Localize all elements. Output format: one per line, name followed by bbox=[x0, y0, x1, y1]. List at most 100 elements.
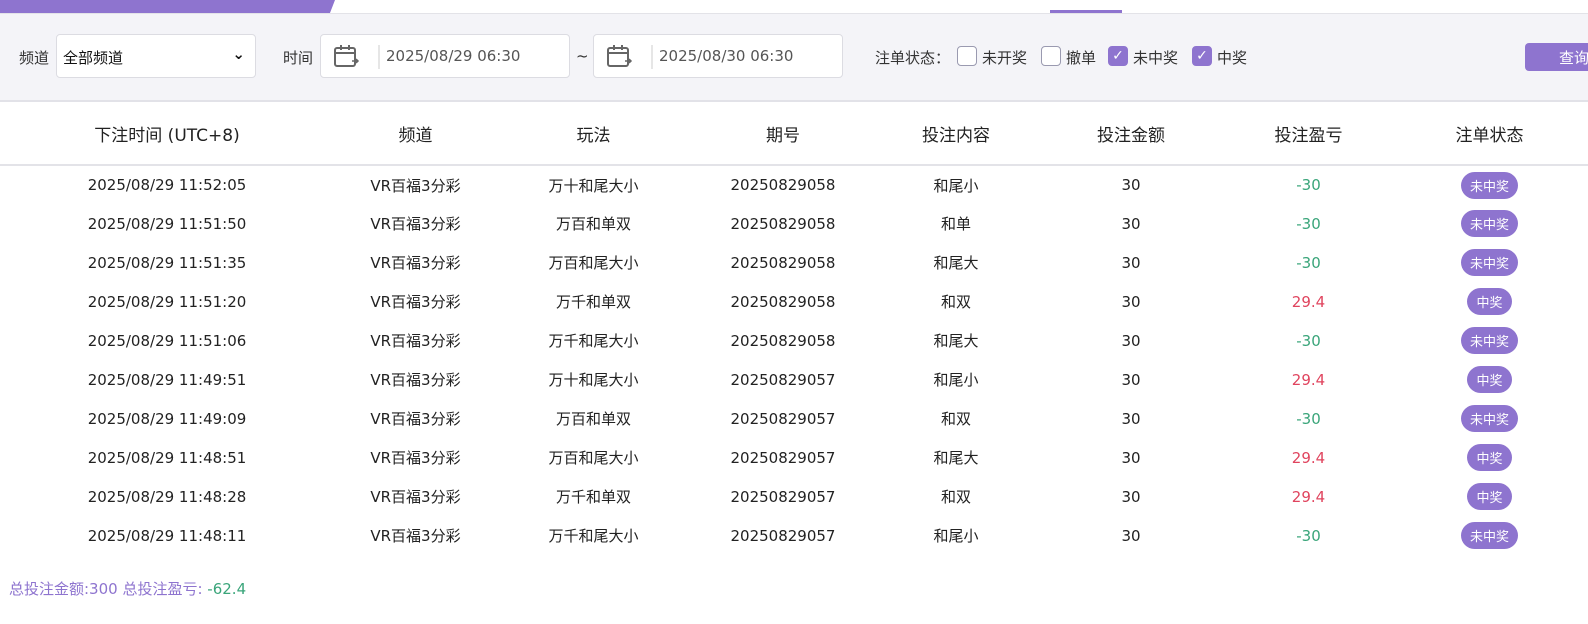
column-header-bet-status: 注单状态 bbox=[1391, 103, 1588, 166]
cell-bet-status: 中奖 bbox=[1391, 438, 1588, 477]
cell-bet-amount: 30 bbox=[1121, 448, 1141, 467]
top-nav bbox=[0, 0, 1588, 14]
checkbox-cancelled[interactable] bbox=[1041, 46, 1061, 66]
chevron-down-icon: ⌄ bbox=[232, 45, 245, 63]
status-badge: 未中奖 bbox=[1460, 249, 1518, 276]
cell-bet-status: 未中奖 bbox=[1391, 165, 1588, 204]
cell-bet-amount: 30 bbox=[1121, 214, 1141, 233]
table-row: 2025/08/29 11:51:20 VR百福3分彩 万千和单双 202508290… bbox=[0, 282, 1588, 321]
cell-bet-content: 和双 bbox=[940, 488, 971, 506]
cell-bet-time: 2025/08/29 11:48:11 bbox=[87, 526, 247, 545]
cell-bet-time: 2025/08/29 11:49:51 bbox=[87, 370, 247, 389]
channel-select[interactable]: 全部频道 ⌄ bbox=[56, 34, 256, 78]
table-header: 下注时间 (UTC+8) 频道 玩法 期号 投注内容 投注金额 投注盈亏 注单状态 bbox=[0, 103, 1588, 166]
query-button[interactable]: 查询 bbox=[1525, 43, 1588, 71]
cell-play-type: 万百和尾大小 bbox=[548, 449, 639, 467]
summary-profit: -62.4 bbox=[207, 580, 247, 598]
column-header-profit-loss: 投注盈亏 bbox=[1226, 103, 1391, 166]
cell-bet-content: 和尾小 bbox=[933, 176, 979, 195]
calendar-icon bbox=[334, 45, 360, 67]
cell-bet-time: 2025/08/29 11:52:05 bbox=[87, 176, 247, 194]
cell-bet-status: 未中奖 bbox=[1391, 204, 1588, 243]
table-row: 2025/08/29 11:51:06 VR百福3分彩 万千和尾大小 20250829… bbox=[0, 321, 1588, 360]
cell-profit-loss: 29.4 bbox=[1291, 292, 1326, 311]
status-cancelled-label[interactable]: 撤单 bbox=[1066, 49, 1097, 67]
cell-bet-content: 和尾大 bbox=[933, 449, 979, 467]
cell-bet-content: 和单 bbox=[940, 215, 971, 233]
status-won-label[interactable]: 中奖 bbox=[1217, 49, 1248, 67]
status-badge: 中奖 bbox=[1467, 366, 1512, 393]
cell-play-type: 万千和尾大小 bbox=[548, 332, 639, 350]
table-row: 2025/08/29 11:48:28 VR百福3分彩 万千和单双 202508290… bbox=[0, 477, 1588, 516]
status-badge: 中奖 bbox=[1467, 483, 1512, 510]
cell-bet-content: 和尾小 bbox=[933, 371, 979, 389]
cell-bet-status: 未中奖 bbox=[1391, 516, 1588, 555]
tab-indicator bbox=[1050, 10, 1122, 13]
cell-play-type: 万百和单双 bbox=[555, 215, 631, 233]
cell-issue-number: 20250829057 bbox=[730, 409, 836, 428]
cell-channel: VR百福3分彩 bbox=[370, 176, 461, 195]
status-badge: 中奖 bbox=[1467, 444, 1512, 471]
table-row: 2025/08/29 11:51:35 VR百福3分彩 万百和尾大小 20250829… bbox=[0, 243, 1588, 282]
range-separator: ~ bbox=[576, 47, 589, 65]
cell-channel: VR百福3分彩 bbox=[370, 215, 461, 233]
cell-issue-number: 20250829058 bbox=[730, 253, 836, 272]
cell-bet-amount: 30 bbox=[1121, 253, 1141, 272]
status-lost-label[interactable]: 未中奖 bbox=[1133, 49, 1179, 67]
cell-bet-time: 2025/08/29 11:48:28 bbox=[87, 487, 247, 506]
cell-profit-loss: 29.4 bbox=[1291, 370, 1326, 389]
cell-channel: VR百福3分彩 bbox=[370, 332, 461, 350]
cell-channel: VR百福3分彩 bbox=[370, 449, 461, 467]
cell-bet-status: 中奖 bbox=[1391, 477, 1588, 516]
cell-issue-number: 20250829057 bbox=[730, 448, 836, 467]
table-row: 2025/08/29 11:48:51 VR百福3分彩 万百和尾大小 20250829… bbox=[0, 438, 1588, 477]
cell-bet-time: 2025/08/29 11:51:35 bbox=[87, 253, 247, 272]
cell-bet-amount: 30 bbox=[1121, 292, 1141, 311]
status-not-drawn-label[interactable]: 未开奖 bbox=[982, 49, 1028, 67]
active-top-tab[interactable] bbox=[0, 0, 335, 13]
calendar-icon bbox=[607, 45, 633, 67]
table-row: 2025/08/29 11:49:09 VR百福3分彩 万百和单双 202508290… bbox=[0, 399, 1588, 438]
cell-bet-status: 未中奖 bbox=[1391, 399, 1588, 438]
filter-bar: 频道 全部频道 ⌄ 时间 2025/08/29 06:30 ~ 2025/08/3… bbox=[0, 14, 1588, 102]
cell-channel: VR百福3分彩 bbox=[370, 371, 461, 389]
cell-bet-status: 未中奖 bbox=[1391, 321, 1588, 360]
table-row: 2025/08/29 11:49:51 VR百福3分彩 万十和尾大小 20250829… bbox=[0, 360, 1588, 399]
cell-play-type: 万百和尾大小 bbox=[548, 254, 639, 272]
checkbox-not-drawn[interactable] bbox=[957, 46, 977, 66]
cell-bet-time: 2025/08/29 11:51:50 bbox=[87, 214, 247, 233]
end-date-input[interactable]: 2025/08/30 06:30 bbox=[593, 34, 843, 78]
cell-issue-number: 20250829058 bbox=[730, 176, 836, 194]
bet-table: 下注时间 (UTC+8) 频道 玩法 期号 投注内容 投注金额 投注盈亏 注单状态 2025/… bbox=[0, 103, 1588, 555]
column-header-channel: 频道 bbox=[334, 103, 497, 166]
cell-channel: VR百福3分彩 bbox=[370, 527, 461, 545]
status-badge: 未中奖 bbox=[1460, 522, 1518, 549]
status-badge: 未中奖 bbox=[1460, 405, 1518, 432]
column-header-issue-number: 期号 bbox=[690, 103, 876, 166]
cell-issue-number: 20250829058 bbox=[730, 214, 836, 233]
checkbox-lost[interactable]: ✓ bbox=[1108, 46, 1128, 66]
cell-play-type: 万十和尾大小 bbox=[548, 176, 639, 195]
column-header-bet-content: 投注内容 bbox=[876, 103, 1036, 166]
cell-bet-content: 和尾小 bbox=[933, 527, 979, 545]
cell-channel: VR百福3分彩 bbox=[370, 488, 461, 506]
summary-amount: 总投注金额:300 总投注盈亏: bbox=[9, 580, 203, 598]
cell-issue-number: 20250829058 bbox=[730, 331, 836, 350]
cell-play-type: 万千和单双 bbox=[555, 488, 631, 506]
table-row: 2025/08/29 11:52:05 VR百福3分彩 万十和尾大小 20250829… bbox=[0, 165, 1588, 204]
start-date-value: 2025/08/29 06:30 bbox=[386, 47, 521, 65]
cell-bet-amount: 30 bbox=[1121, 331, 1141, 350]
checkbox-won[interactable]: ✓ bbox=[1192, 46, 1212, 66]
table-row: 2025/08/29 11:48:11 VR百福3分彩 万千和尾大小 20250829… bbox=[0, 516, 1588, 555]
channel-label: 频道 bbox=[19, 49, 50, 67]
table-row: 2025/08/29 11:51:50 VR百福3分彩 万百和单双 202508290… bbox=[0, 204, 1588, 243]
cell-profit-loss: -30 bbox=[1296, 526, 1321, 545]
cell-bet-content: 和双 bbox=[940, 293, 971, 311]
status-badge: 未中奖 bbox=[1460, 171, 1518, 199]
cell-bet-status: 未中奖 bbox=[1391, 243, 1588, 282]
start-date-input[interactable]: 2025/08/29 06:30 bbox=[320, 34, 570, 78]
cell-issue-number: 20250829057 bbox=[730, 370, 836, 389]
status-badge: 中奖 bbox=[1467, 288, 1512, 315]
cell-play-type: 万千和单双 bbox=[555, 293, 631, 311]
cell-bet-status: 中奖 bbox=[1391, 360, 1588, 399]
